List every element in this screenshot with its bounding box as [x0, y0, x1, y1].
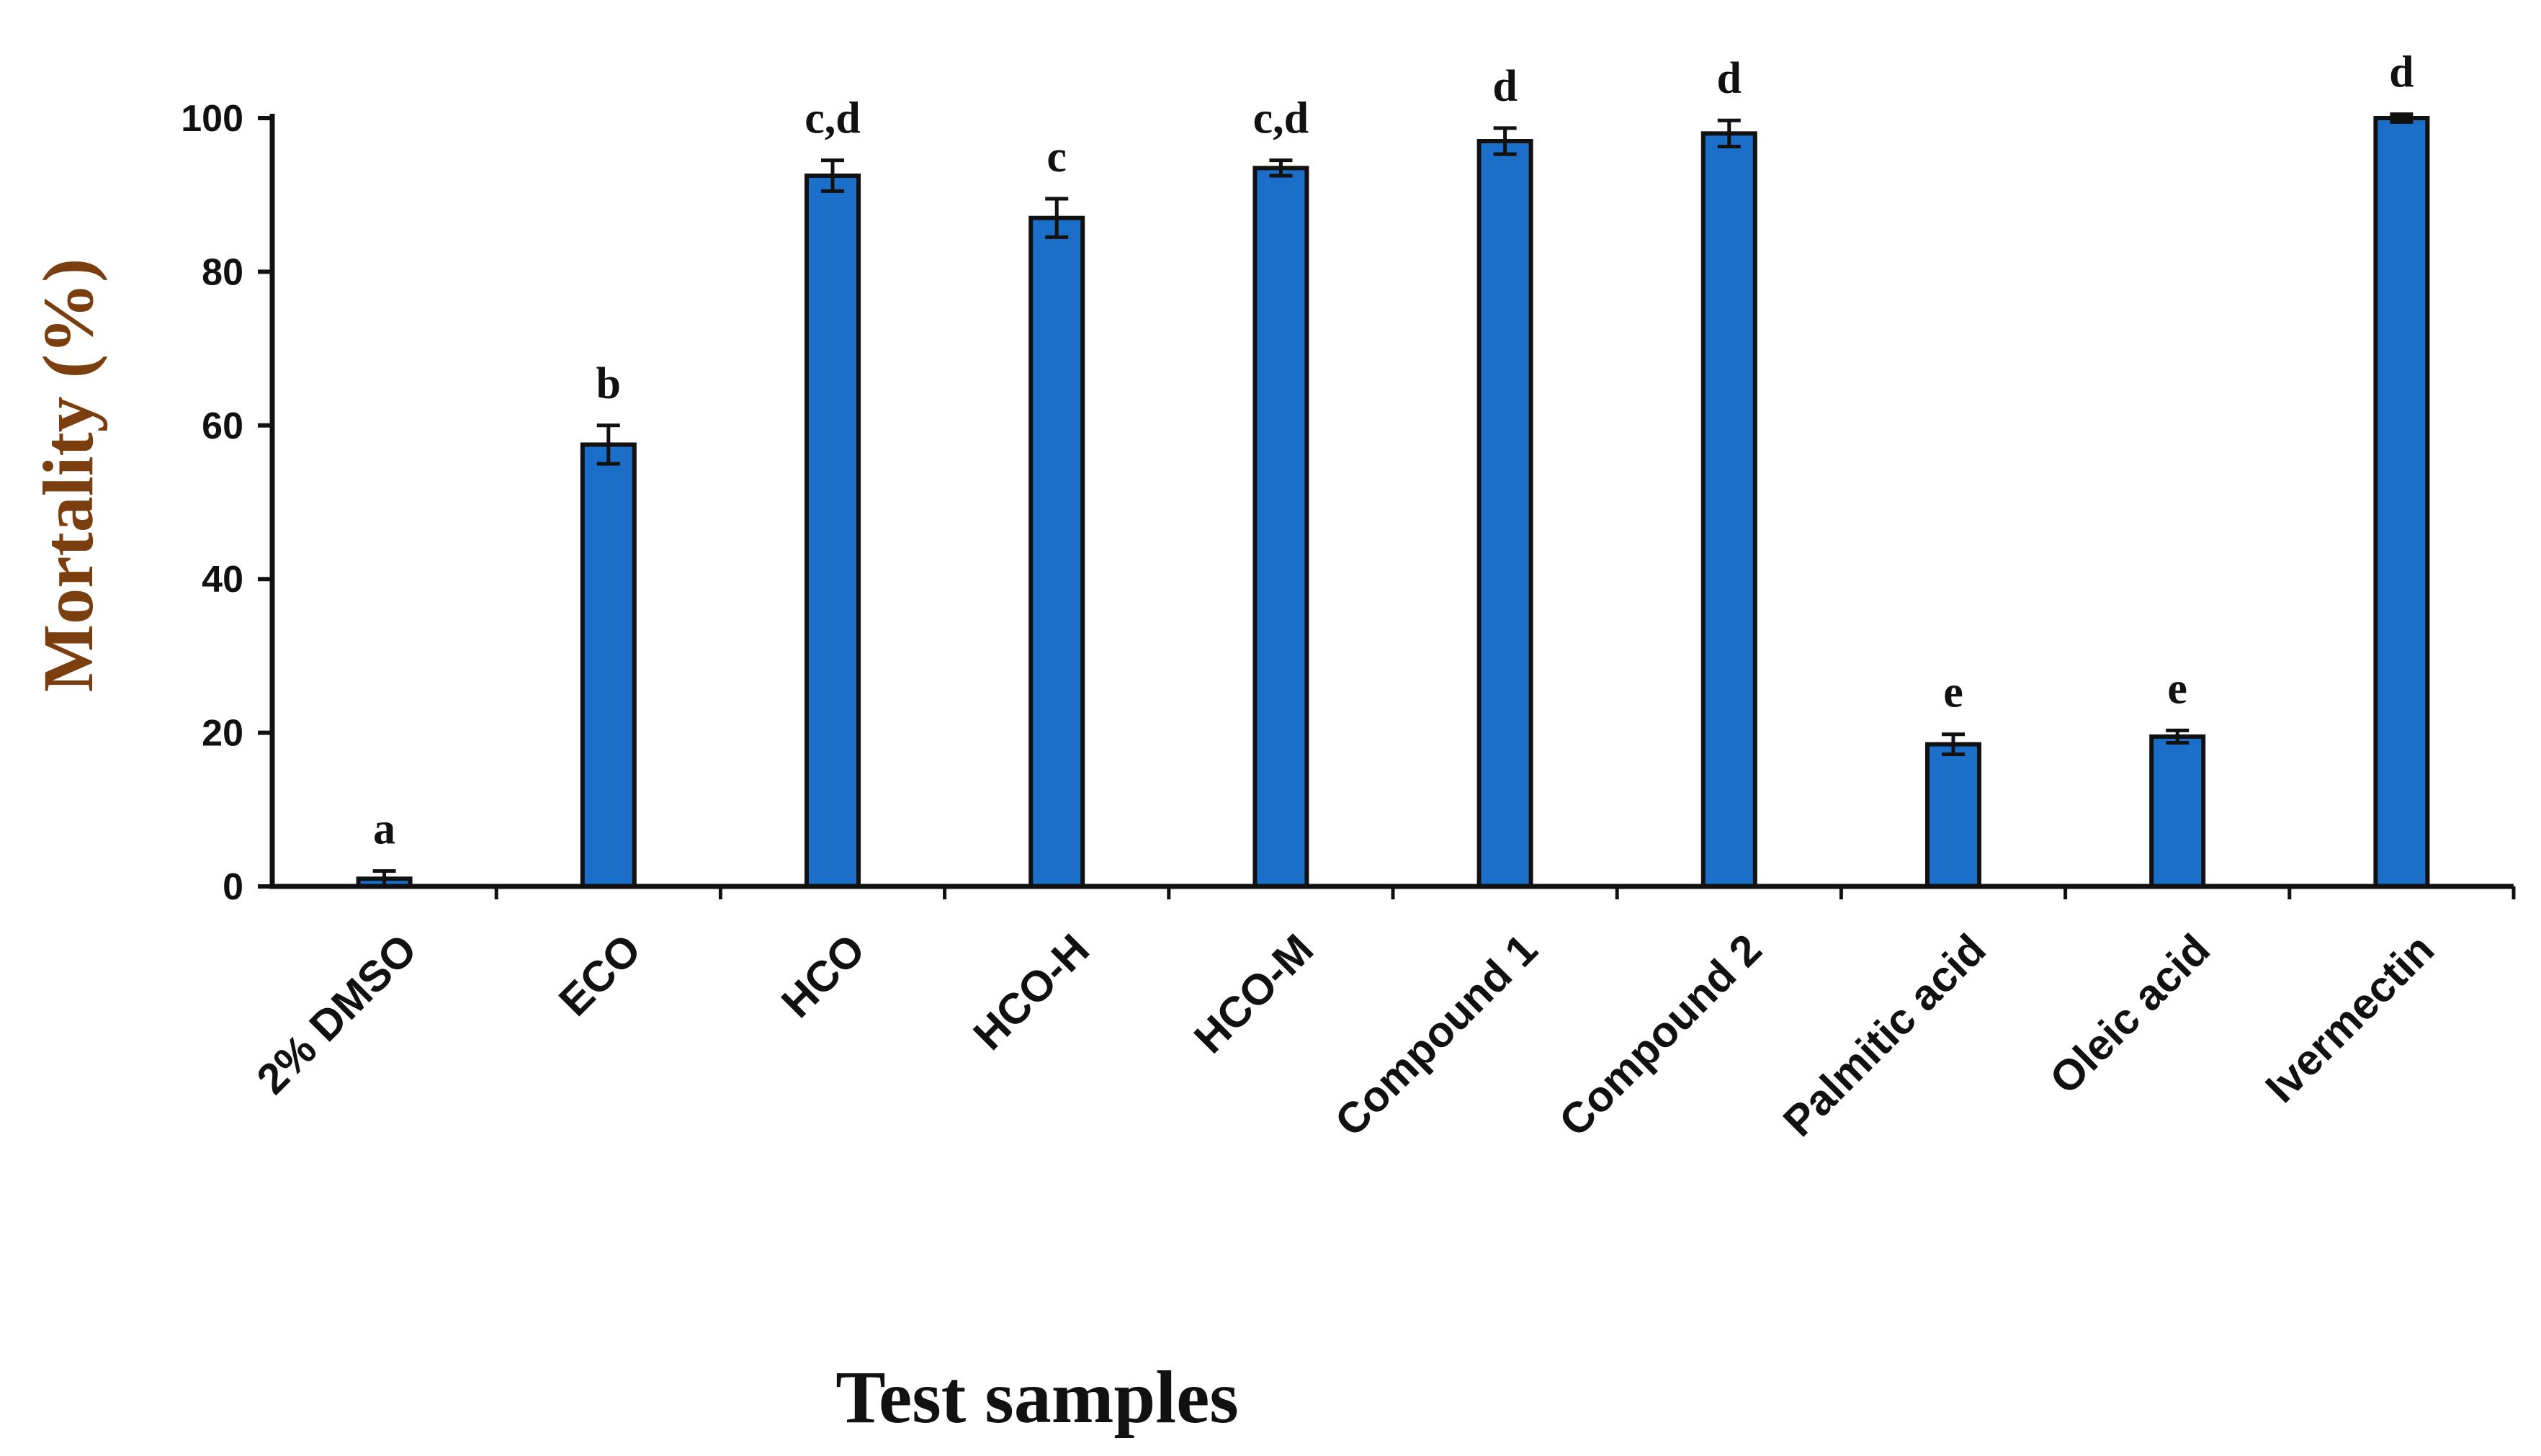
y-tick-label-1: 20	[202, 713, 243, 755]
error-bar-8	[2166, 728, 2190, 745]
y-tick-label-3: 60	[202, 405, 243, 447]
bar-7	[1925, 742, 1981, 889]
significance-labels-layer: a b c,d c c,d d d e e d	[373, 48, 2414, 854]
significance-label-8: e	[2167, 664, 2187, 713]
x-tick-label-5: Compound 1	[1326, 925, 1547, 1146]
bar-3	[1028, 215, 1085, 889]
y-axis-label: Mortality (%)	[28, 259, 108, 693]
error-bar-1	[596, 423, 620, 466]
error-bars-layer	[372, 112, 2414, 889]
y-tick-label-5: 100	[181, 98, 243, 140]
y-tick-label-0: 0	[223, 866, 243, 908]
significance-label-7: e	[1943, 668, 1963, 717]
error-bar-2	[821, 158, 844, 193]
axes-layer	[258, 114, 2516, 899]
y-tick-label-4: 80	[202, 251, 243, 293]
x-tick-label-6: Compound 2	[1550, 925, 1771, 1146]
x-axis-label: Test samples	[835, 1356, 1239, 1439]
error-bar-6	[1717, 118, 1741, 148]
bar-5	[1476, 139, 1533, 889]
x-tick-label-4: HCO-M	[1185, 925, 1322, 1062]
x-tick-label-0: 2% DMSO	[248, 925, 426, 1103]
significance-label-3: c	[1047, 132, 1067, 181]
significance-label-9: d	[2389, 48, 2414, 97]
bar-6	[1700, 131, 1757, 889]
significance-label-6: d	[1717, 54, 1742, 103]
significance-label-1: b	[596, 359, 621, 408]
x-tick-label-2: HCO	[772, 925, 874, 1027]
x-tick-label-7: Palmitic acid	[1774, 925, 1995, 1146]
x-tick-labels-layer: 2% DMSO ECO HCO HCO-H HCO-M Compound 1 Compoun…	[248, 925, 2444, 1146]
x-tick-label-8: Oleic acid	[2040, 925, 2219, 1103]
significance-label-2: c,d	[805, 94, 861, 143]
significance-label-5: d	[1492, 62, 1517, 111]
error-bar-9	[2390, 112, 2414, 124]
bar-2	[805, 174, 861, 889]
y-tick-label-2: 40	[202, 559, 243, 601]
error-bar-3	[1045, 197, 1069, 239]
error-bar-7	[1942, 732, 1965, 756]
x-tick-label-1: ECO	[550, 925, 650, 1025]
bar-1	[580, 442, 637, 889]
bars-layer	[356, 116, 2430, 889]
bar-8	[2149, 734, 2206, 889]
y-tick-labels-layer: 0 20 40 60 80 100	[181, 98, 243, 908]
bar-9	[2373, 116, 2430, 889]
significance-label-4: c,d	[1253, 94, 1309, 143]
x-tick-label-3: HCO-H	[964, 925, 1098, 1059]
error-bar-5	[1493, 126, 1517, 156]
significance-label-0: a	[373, 805, 395, 854]
x-tick-label-9: Ivermectin	[2257, 925, 2444, 1112]
bar-4	[1252, 166, 1309, 889]
error-bar-4	[1269, 158, 1293, 178]
